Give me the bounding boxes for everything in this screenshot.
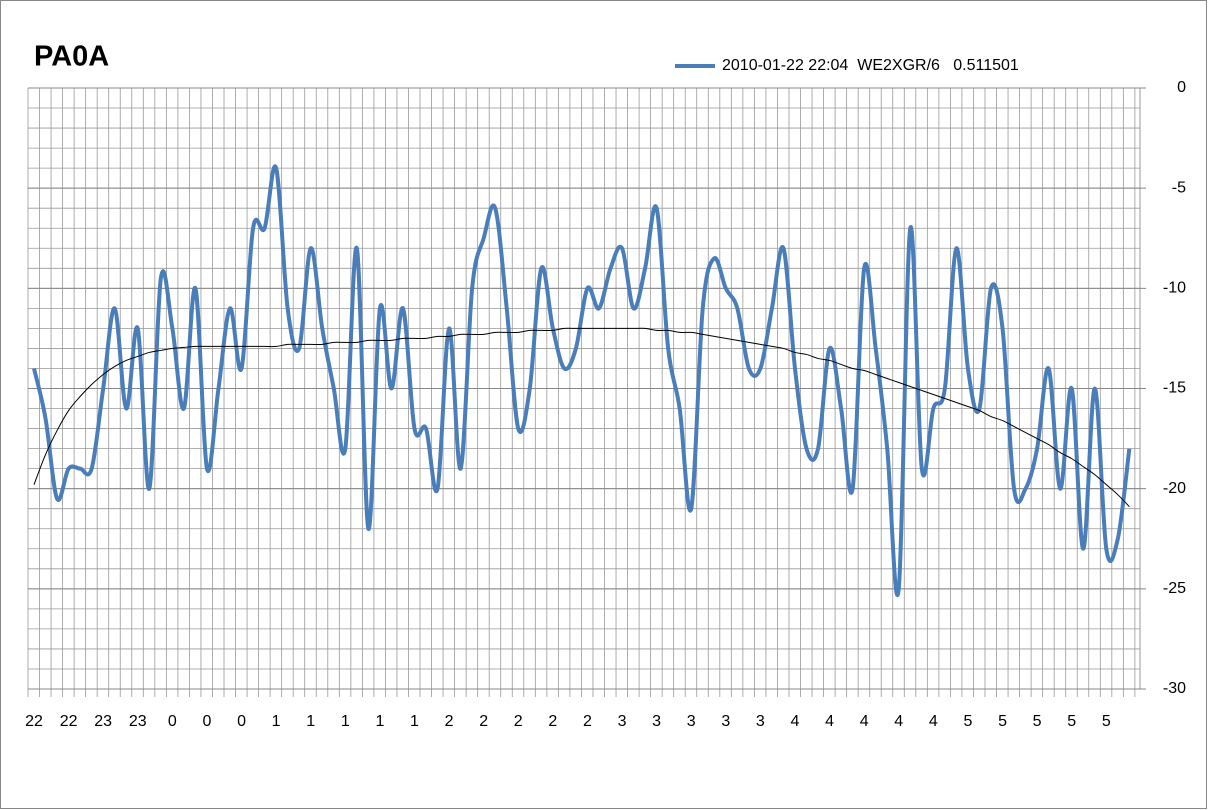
y-tick-label: -20 xyxy=(1163,480,1186,497)
trend-line xyxy=(33,327,1130,508)
x-tick-label: 0 xyxy=(168,713,177,730)
x-tick-label: 2 xyxy=(514,713,523,730)
x-tick-label: 2 xyxy=(548,713,557,730)
x-tick-label: 5 xyxy=(963,713,972,730)
x-tick-label: 4 xyxy=(929,713,938,730)
x-tick-label: 3 xyxy=(756,713,765,730)
x-tick-label: 4 xyxy=(894,713,903,730)
y-tick-label: -25 xyxy=(1163,580,1186,597)
x-tick-label: 3 xyxy=(652,713,661,730)
x-tick-label: 5 xyxy=(998,713,1007,730)
x-tick-label: 5 xyxy=(1102,713,1111,730)
x-tick-label: 23 xyxy=(129,713,147,730)
x-tick-label: 1 xyxy=(341,713,350,730)
x-tick-label: 1 xyxy=(375,713,384,730)
x-tick-label: 1 xyxy=(306,713,315,730)
y-tick-label: -10 xyxy=(1163,280,1186,297)
chart-title: PA0A xyxy=(34,41,109,73)
x-tick-label: 4 xyxy=(791,713,800,730)
x-tick-label: 5 xyxy=(1033,713,1042,730)
x-tick-label: 0 xyxy=(202,713,211,730)
x-tick-label: 3 xyxy=(721,713,730,730)
y-tick-label: 0 xyxy=(1177,79,1186,96)
x-tick-label: 4 xyxy=(825,713,834,730)
legend-label: 2010-01-22 22:04 WE2XGR/6 0.511501 xyxy=(722,57,1019,74)
x-tick-label: 2 xyxy=(445,713,454,730)
y-tick-label: -30 xyxy=(1163,680,1186,697)
x-tick-label: 22 xyxy=(25,713,43,730)
x-tick-label: 3 xyxy=(687,713,696,730)
x-tick-label: 22 xyxy=(60,713,78,730)
x-tick-label: 2 xyxy=(479,713,488,730)
series-line xyxy=(32,164,1132,597)
x-tick-label: 5 xyxy=(1067,713,1076,730)
y-tick-label: -15 xyxy=(1163,380,1186,397)
y-tick-label: -5 xyxy=(1172,179,1186,196)
x-tick-label: 2 xyxy=(583,713,592,730)
x-tick-label: 4 xyxy=(860,713,869,730)
x-tick-label: 1 xyxy=(410,713,419,730)
x-tick-label: 3 xyxy=(618,713,627,730)
x-tick-label: 0 xyxy=(237,713,246,730)
x-tick-label: 23 xyxy=(94,713,112,730)
x-tick-label: 1 xyxy=(272,713,281,730)
